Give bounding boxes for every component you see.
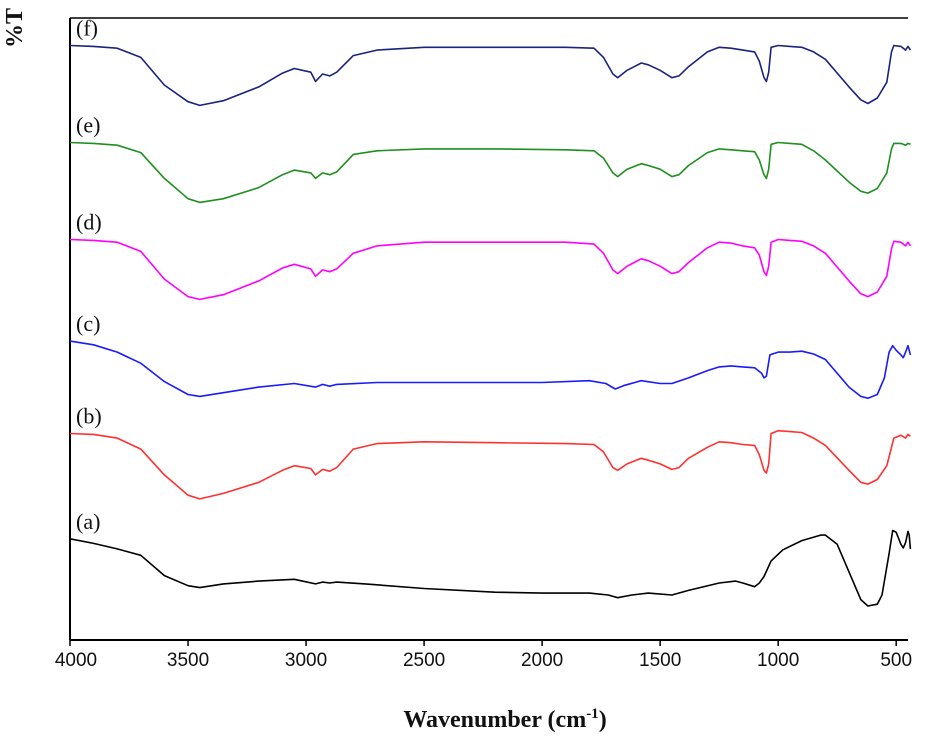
x-tick-label: 1000 [757, 650, 799, 671]
series-layer [69, 44, 912, 607]
x-tick-label: 2000 [521, 650, 563, 671]
x-axis-title-close: ) [599, 707, 607, 733]
series-line-f [69, 44, 912, 107]
series-line-c [69, 340, 912, 399]
series-label-e: (e) [76, 112, 100, 137]
x-tick-label: 4000 [55, 650, 97, 671]
series-label-a: (a) [76, 509, 100, 534]
x-tick-label: 2500 [403, 650, 445, 671]
x-axis-title-sup: -1 [586, 706, 599, 722]
series-label-f: (f) [76, 15, 98, 40]
labels-layer: (a) (b) (c) (d) (e) (f) [76, 15, 102, 533]
series-line-b [69, 429, 911, 500]
x-axis-title-main: Wavenumber (cm [403, 707, 586, 733]
series-label-c: (c) [76, 311, 100, 336]
series-line-a [69, 529, 912, 607]
series-label-b: (b) [76, 403, 102, 428]
x-tick-label: 3000 [285, 650, 327, 671]
x-tick-label: 1500 [639, 650, 681, 671]
x-tick-label: 3500 [167, 650, 209, 671]
series-label-d: (d) [76, 209, 102, 234]
x-tick-label: 500 [880, 650, 912, 671]
series-line-e [69, 141, 911, 204]
axes: 4000 3500 3000 2500 2000 1500 1000 500 [55, 17, 912, 671]
series-line-d [69, 238, 912, 301]
y-axis-title: %T [2, 8, 28, 48]
x-axis-title: Wavenumber (cm-1) [403, 706, 606, 733]
